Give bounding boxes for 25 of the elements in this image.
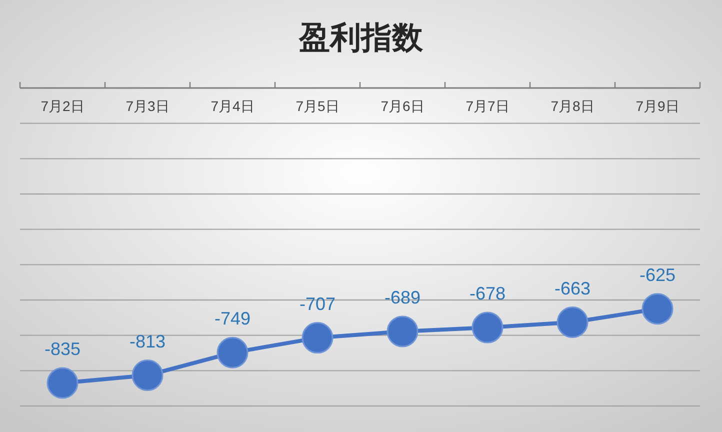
point: [642, 293, 674, 325]
point: [472, 312, 504, 344]
x-tick-label: 7月8日: [550, 98, 594, 114]
data-label: -678: [469, 284, 506, 304]
chart-title: 盈利指数: [298, 20, 424, 55]
x-tick-label: 7月2日: [40, 98, 84, 114]
x-tick-label: 7月9日: [636, 98, 680, 114]
point: [302, 322, 334, 354]
point: [132, 360, 164, 392]
point: [46, 367, 78, 399]
data-label: -625: [639, 264, 676, 285]
x-tick-label: 7月7日: [466, 98, 510, 114]
point: [386, 316, 418, 348]
x-tick-label: 7月5日: [296, 98, 340, 114]
point: [556, 306, 588, 338]
data-label: -689: [384, 287, 421, 308]
data-label: -835: [44, 339, 81, 360]
data-label: -813: [129, 331, 166, 352]
x-tick-label: 7月6日: [380, 98, 424, 114]
data-label: -663: [554, 278, 591, 298]
x-tick-label: 7月4日: [210, 98, 254, 114]
data-label: -707: [299, 294, 336, 314]
x-tick-label: 7月3日: [126, 98, 170, 114]
point: [216, 336, 248, 368]
data-label: -749: [214, 308, 251, 329]
